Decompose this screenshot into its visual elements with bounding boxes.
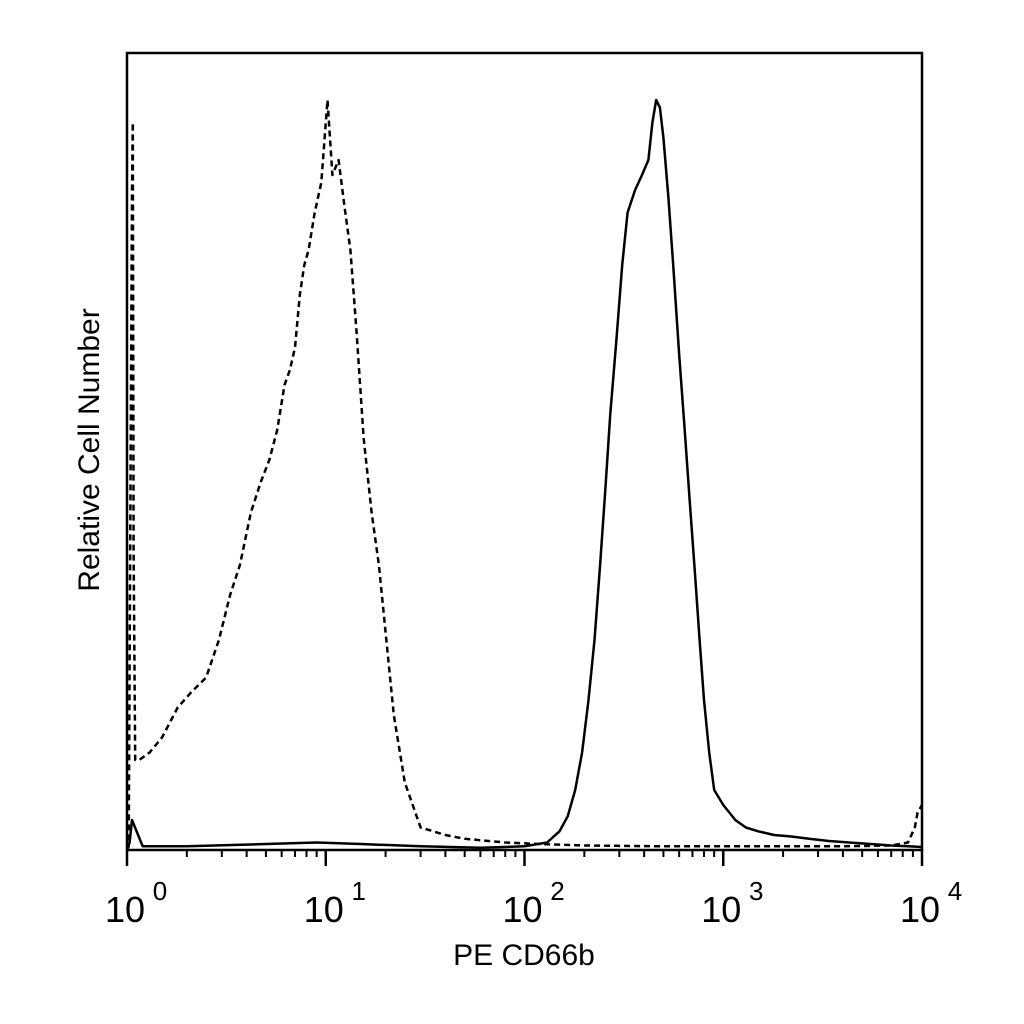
x-tick-exponent: 1 bbox=[352, 876, 366, 906]
x-tick-label: 10 bbox=[701, 889, 741, 930]
x-tick-exponent: 0 bbox=[153, 876, 167, 906]
x-axis-label: PE CD66b bbox=[453, 939, 595, 972]
x-tick-exponent: 3 bbox=[749, 876, 763, 906]
series-line-dashed bbox=[125, 98, 924, 851]
y-axis-label: Relative Cell Number bbox=[73, 308, 106, 591]
x-axis: 10 0 10 1 10 2 10 3 10 4 bbox=[105, 850, 962, 930]
x-tick-label: 10 bbox=[900, 889, 940, 930]
x-tick-exponent: 4 bbox=[948, 876, 962, 906]
x-tick-exponent: 2 bbox=[550, 876, 564, 906]
series-line-solid bbox=[125, 98, 923, 851]
x-tick-label: 10 bbox=[502, 889, 542, 930]
x-tick-label: 10 bbox=[304, 889, 344, 930]
x-tick-label: 10 bbox=[105, 889, 145, 930]
series-layer bbox=[125, 98, 924, 851]
